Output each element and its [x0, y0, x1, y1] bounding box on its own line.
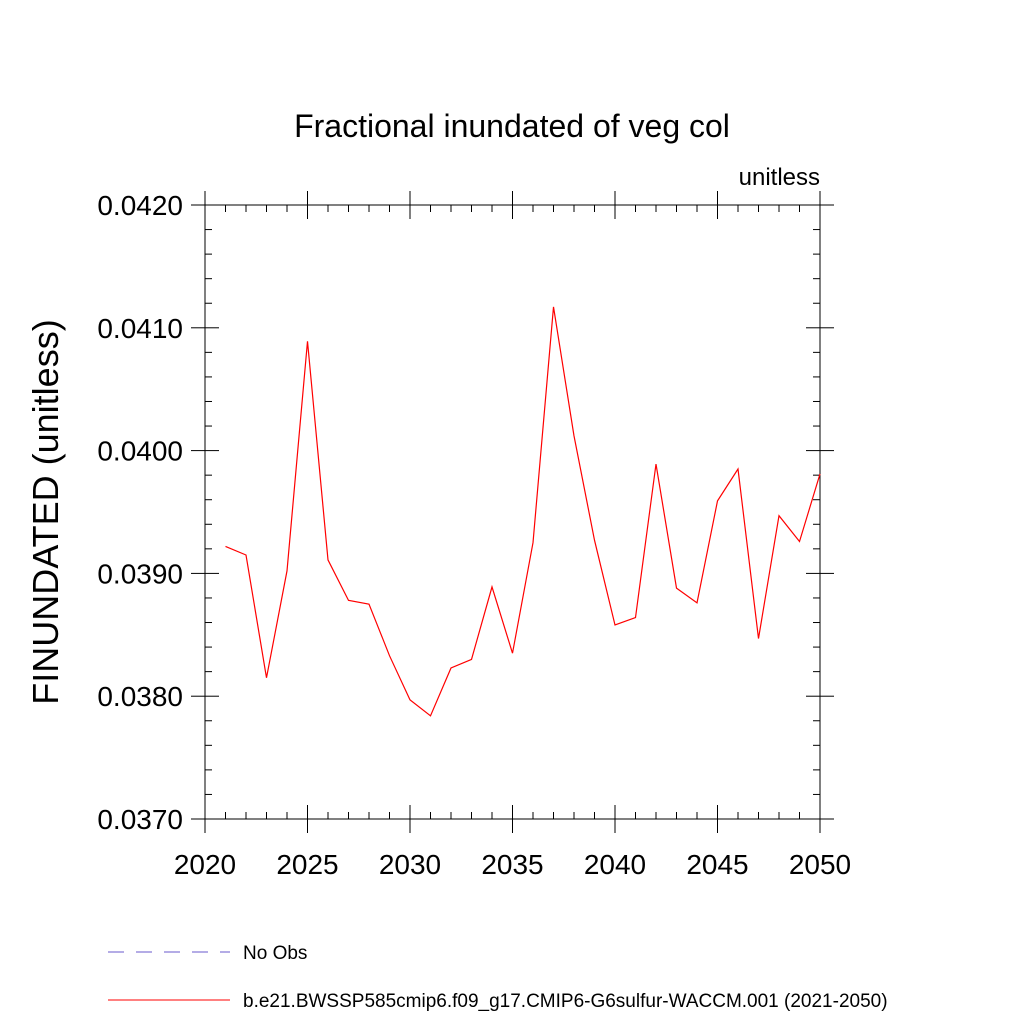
legend-label: No Obs — [243, 943, 307, 964]
x-tick-label: 2040 — [584, 849, 646, 880]
x-tick-label: 2030 — [379, 849, 441, 880]
legend-label: b.e21.BWSSP585cmip6.f09_g17.CMIP6-G6sulf… — [243, 991, 888, 1012]
y-tick-label: 0.0390 — [97, 558, 183, 589]
legend: No Obs b.e21.BWSSP585cmip6.f09_g17.CMIP6-… — [108, 943, 888, 1012]
chart-title: Fractional inundated of veg col — [294, 108, 730, 144]
x-tick-label: 2025 — [276, 849, 338, 880]
x-tick-label: 2035 — [481, 849, 543, 880]
y-tick-label: 0.0370 — [97, 804, 183, 835]
x-tick-label: 2045 — [686, 849, 748, 880]
y-tick-label: 0.0420 — [97, 190, 183, 221]
y-tick-label: 0.0400 — [97, 436, 183, 467]
x-tick-label: 2020 — [174, 849, 236, 880]
axes-layer: 2020 2025 2030 2035 2040 2045 2050 0.0370 0.0380… — [97, 190, 851, 880]
series-line — [225, 306, 821, 717]
series-layer — [225, 306, 821, 717]
y-tick-label: 0.0410 — [97, 313, 183, 344]
plot-frame — [204, 204, 821, 820]
y-axis-label: FINUNDATED (unitless) — [25, 319, 66, 704]
x-tick-label: 2050 — [789, 849, 851, 880]
y-tick-label: 0.0380 — [97, 681, 183, 712]
units-label: unitless — [739, 164, 820, 191]
